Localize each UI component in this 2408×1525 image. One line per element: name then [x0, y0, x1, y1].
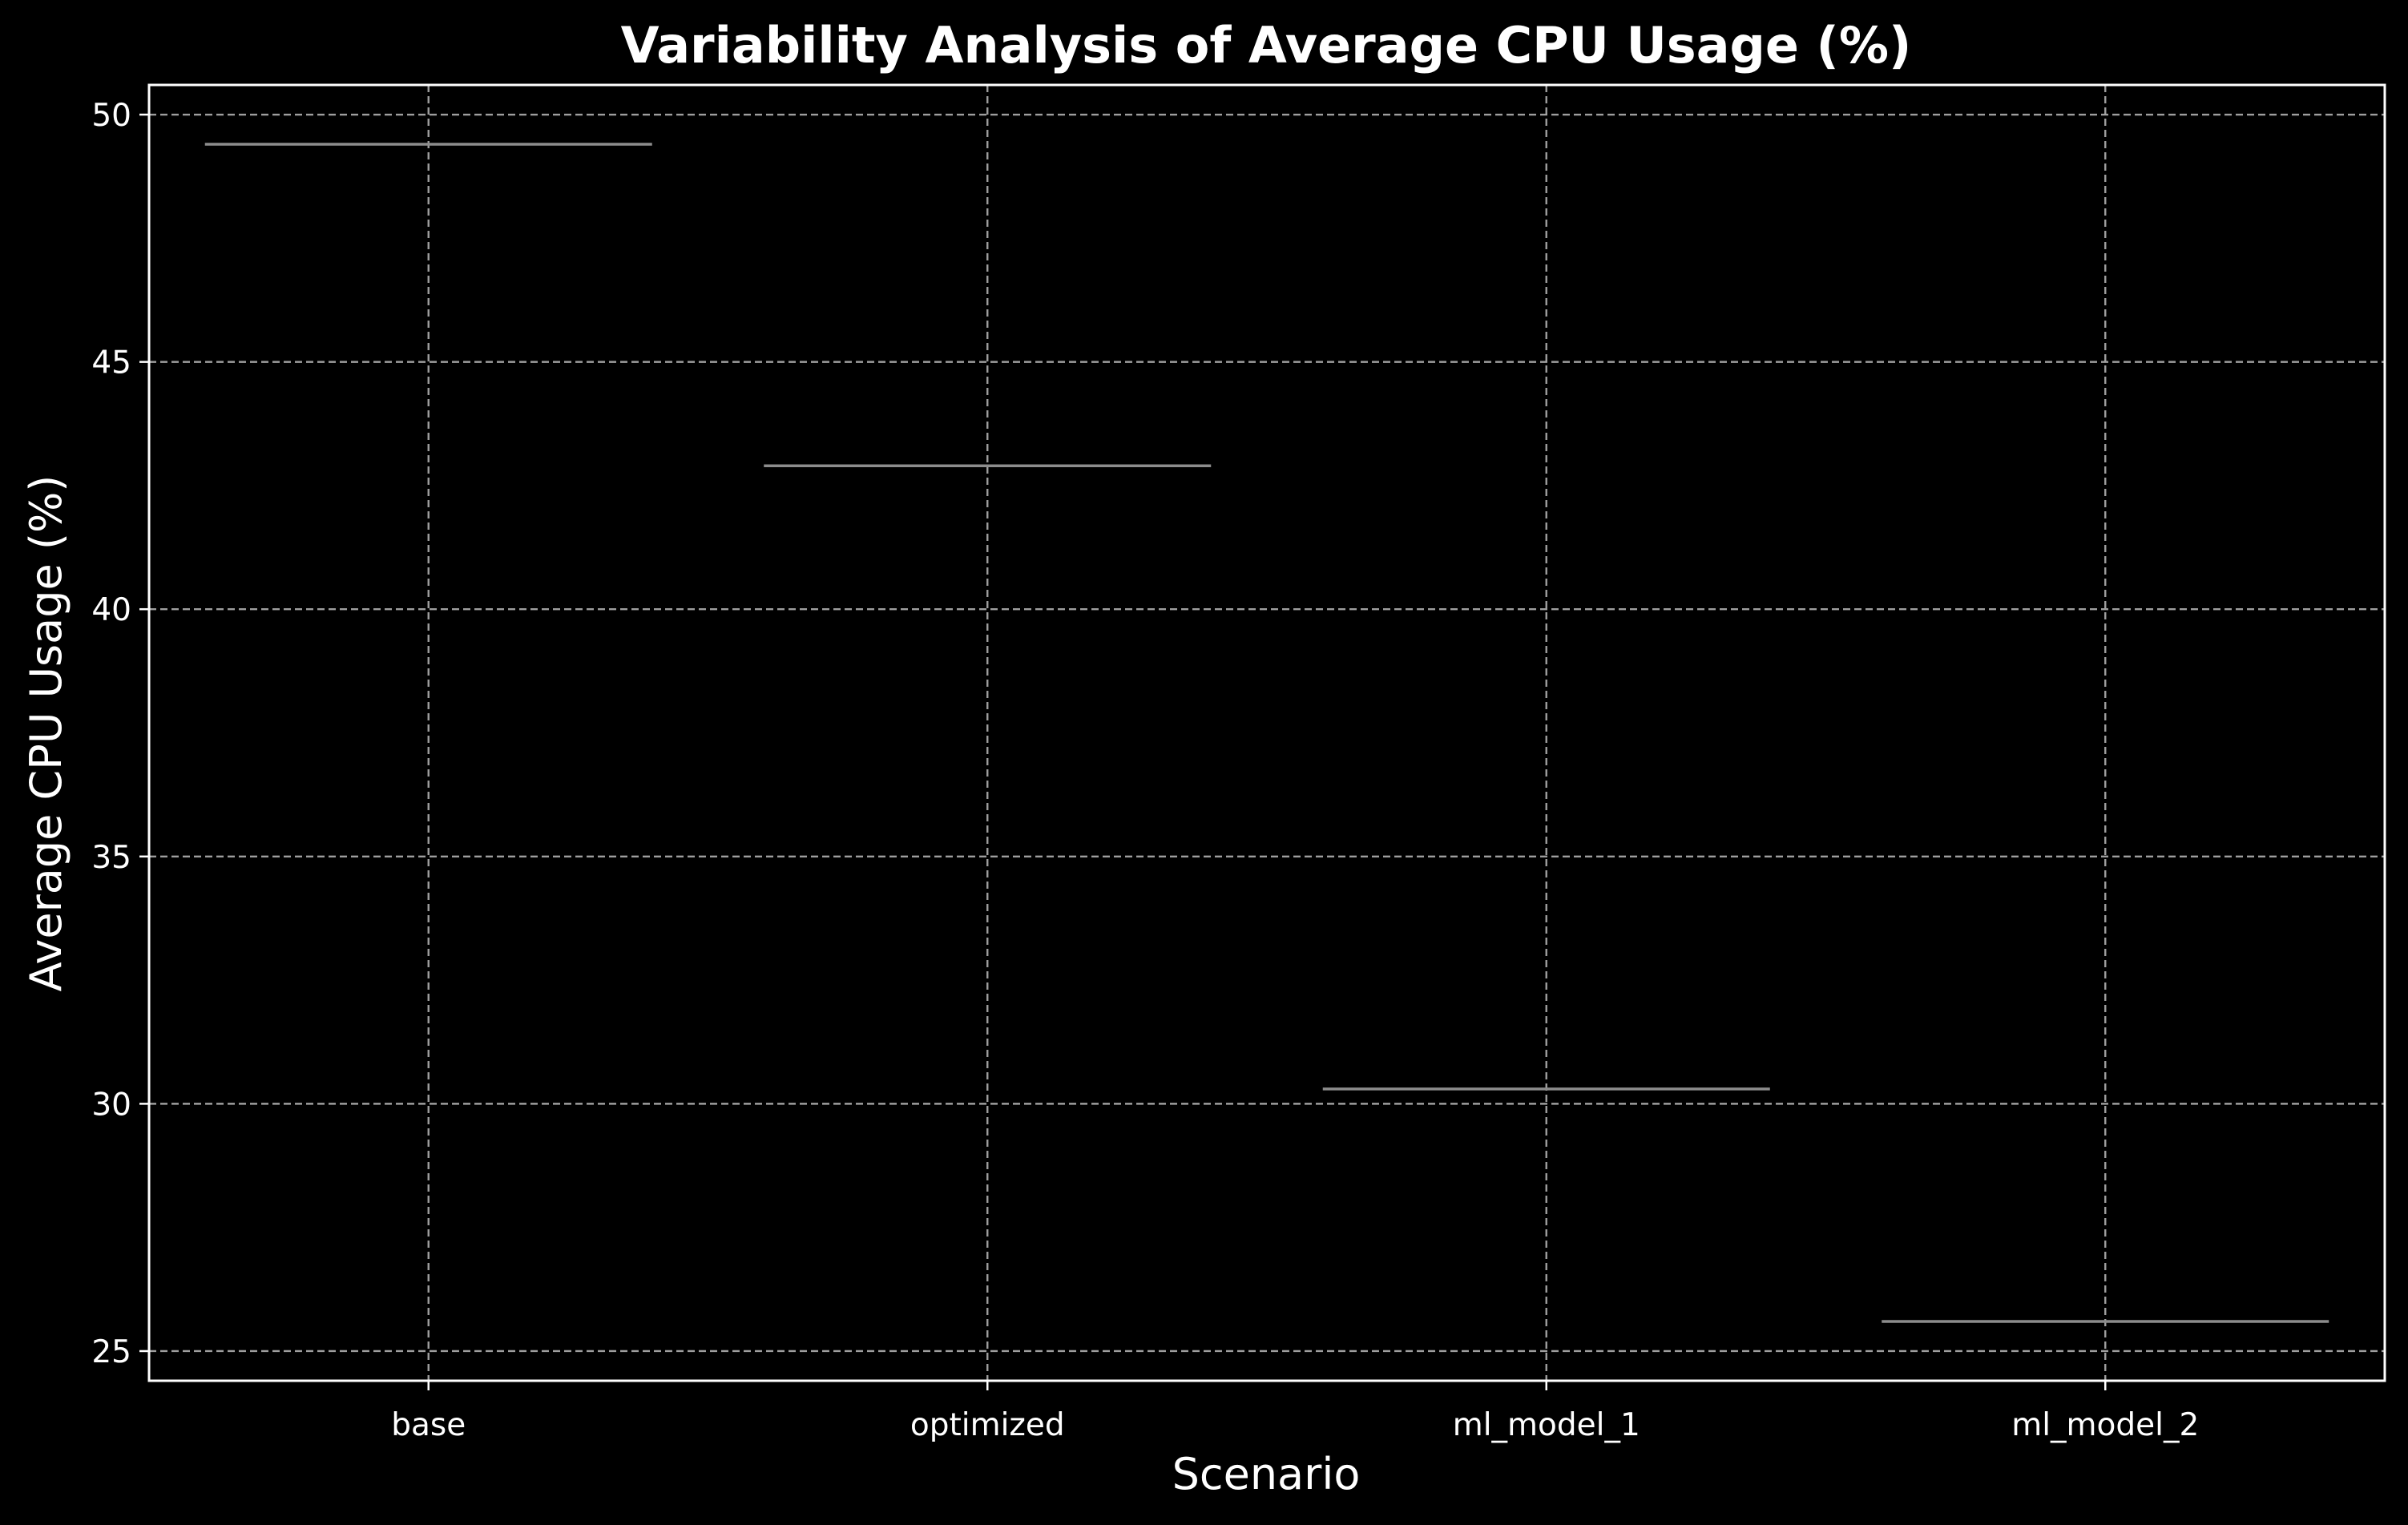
x-tick-label: optimized [910, 1407, 1065, 1443]
y-tick-label: 35 [91, 840, 131, 876]
chart-title: Variability Analysis of Average CPU Usag… [621, 16, 1912, 75]
y-tick-label: 30 [91, 1087, 131, 1123]
plot-frame [147, 83, 2386, 1382]
y-tick-label: 25 [91, 1334, 131, 1370]
y-axis-label: Average CPU Usage (%) [21, 475, 71, 992]
grid-layer [149, 85, 2385, 1381]
x-tick-label: base [391, 1407, 466, 1443]
y-tick-label: 45 [91, 345, 131, 381]
data-layer [204, 143, 2329, 1323]
y-tick-label: 40 [91, 592, 131, 628]
x-tick-label: ml_model_2 [2011, 1407, 2199, 1443]
tick-layer: 25 30 35 40 45 50 base optimized ml_model_1 ml_mo… [91, 98, 2199, 1443]
x-axis-label: Scenario [1172, 1449, 1361, 1499]
y-tick-label: 50 [91, 98, 131, 134]
x-tick-label: ml_model_1 [1453, 1407, 1640, 1443]
